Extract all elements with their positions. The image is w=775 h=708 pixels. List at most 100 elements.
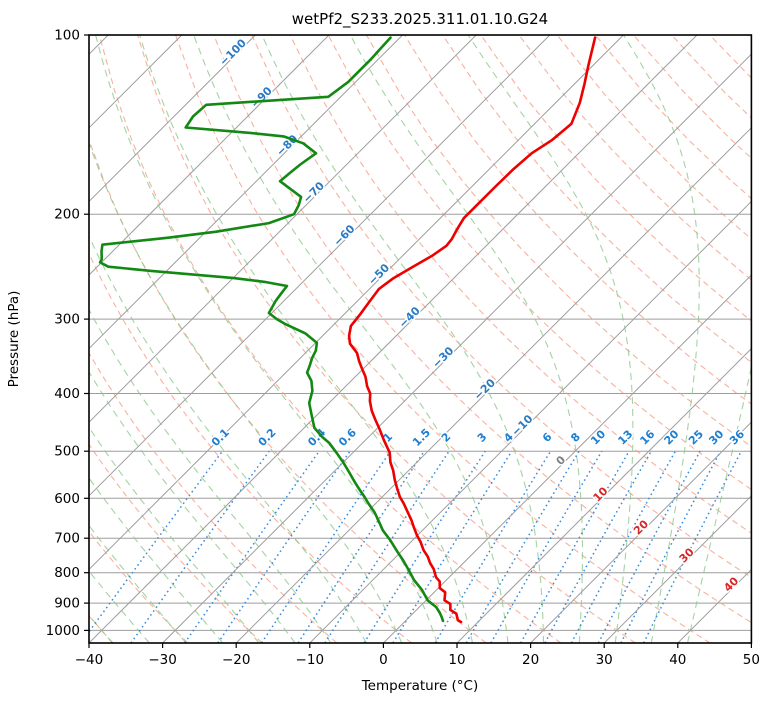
mixing-ratio-label: 0.2 — [256, 426, 279, 449]
mixing-ratio-label: 8 — [568, 430, 583, 445]
mixing-ratio-label: 6 — [540, 430, 555, 445]
dewpoint-curve — [98, 36, 445, 623]
moist-adiabat — [89, 308, 332, 643]
x-tick-label: −20 — [222, 652, 251, 668]
isotherm-label: −70 — [300, 179, 327, 206]
y-tick-label: 300 — [54, 312, 80, 328]
mixing-ratio-line — [392, 450, 513, 643]
isotherm-line — [89, 35, 403, 350]
y-tick-label: 600 — [54, 491, 80, 507]
mixing-ratio-label: 3 — [475, 430, 490, 445]
x-tick-label: 0 — [379, 652, 388, 668]
mixing-ratio-line — [544, 450, 652, 643]
moist-adiabat — [89, 371, 296, 643]
y-tick-label: 700 — [54, 531, 80, 547]
x-axis-label: Temperature (°C) — [361, 678, 479, 694]
mixing-ratio-line — [620, 450, 722, 643]
isotherm-line — [751, 642, 752, 643]
isotherm-line — [530, 421, 752, 643]
x-tick-label: −30 — [148, 652, 177, 668]
y-tick-label: 900 — [54, 596, 80, 612]
isotherm-line — [89, 35, 551, 497]
isotherm-line — [89, 35, 330, 276]
isotherm-label: 40 — [721, 574, 741, 594]
y-tick-label: 100 — [54, 28, 80, 44]
mixing-ratio-line — [465, 450, 580, 643]
moist-adiabat — [89, 234, 367, 643]
dry-adiabat — [709, 35, 752, 79]
y-tick-label: 1000 — [46, 623, 80, 639]
dry-adiabat — [98, 35, 562, 643]
isotherm-label: −100 — [217, 36, 249, 68]
mixing-ratio-label: 10 — [588, 427, 608, 447]
x-tick-label: 40 — [669, 652, 686, 668]
moist-adiabat — [623, 35, 700, 643]
x-tick-label: 30 — [596, 652, 613, 668]
dry-adiabat — [480, 35, 752, 322]
sounding-curves-layer — [98, 36, 597, 624]
mixing-ratio-line — [570, 450, 677, 643]
dry-adiabat — [89, 252, 412, 643]
dry-adiabat — [518, 35, 752, 281]
y-tick-label: 800 — [54, 565, 80, 581]
isotherm-label: −50 — [366, 261, 393, 288]
dry-adiabat — [289, 35, 752, 534]
dry-adiabat — [365, 35, 752, 448]
dry-adiabat — [89, 530, 189, 643]
mixing-ratio-label: 36 — [727, 427, 747, 447]
mixing-ratio-label: 13 — [615, 428, 635, 448]
moist-adiabat — [89, 141, 403, 643]
moist-adiabat — [467, 35, 634, 643]
x-tick-label: 10 — [448, 652, 465, 668]
mixing-ratio-line — [324, 450, 450, 643]
moist-adiabat — [261, 35, 545, 643]
plot-frame — [88, 34, 753, 644]
dry-adiabat — [442, 35, 752, 363]
moist-adiabat — [349, 35, 584, 643]
isotherm-label: −40 — [396, 304, 423, 331]
dry-adiabat — [556, 35, 752, 240]
isotherm-line — [89, 35, 624, 571]
mixing-ratio-line — [643, 450, 742, 643]
dry-adiabat — [251, 35, 752, 579]
moist-adiabat — [193, 35, 509, 643]
dry-adiabat — [89, 138, 487, 643]
isotherm-label: −20 — [471, 376, 498, 403]
mixing-ratio-line — [89, 450, 224, 634]
moist-adiabat — [0, 35, 1, 643]
mixing-ratio-label: 2 — [439, 430, 454, 445]
dry-adiabat — [632, 35, 752, 159]
moist-adiabat — [89, 426, 260, 643]
isotherm-line — [383, 274, 752, 643]
dry-adiabat — [175, 35, 711, 643]
mixing-ratio-line — [260, 450, 392, 643]
isotherm-label: −90 — [248, 84, 275, 111]
x-tick-label: 50 — [743, 652, 760, 668]
isotherm-label: −30 — [430, 344, 457, 371]
x-tick-label: −40 — [75, 652, 104, 668]
temperature-curve — [347, 36, 597, 624]
mixing-ratio-label: 1.5 — [410, 426, 433, 449]
isotherm-line — [89, 35, 256, 203]
isotherm-line — [603, 495, 752, 643]
y-axis-label: Pressure (hPa) — [6, 291, 22, 388]
isotherm-label: −10 — [509, 412, 536, 439]
y-tick-label: 500 — [54, 444, 80, 460]
mixing-ratio-line — [434, 450, 552, 643]
isotherm-line — [89, 35, 183, 129]
moist-adiabat — [687, 364, 752, 643]
dry-adiabat — [89, 443, 263, 643]
isotherm-line — [162, 53, 752, 643]
mixing-ratio-label: 20 — [662, 427, 682, 447]
background-lines-layer — [0, 35, 752, 643]
x-tick-label: −10 — [296, 652, 325, 668]
dry-adiabat — [213, 35, 752, 624]
isotherm-line — [89, 35, 477, 423]
isotherm-label: 30 — [677, 545, 697, 565]
isotherm-line — [235, 127, 752, 643]
mixing-ratio-label: 0.6 — [336, 426, 359, 449]
moist-adiabat — [89, 477, 224, 643]
